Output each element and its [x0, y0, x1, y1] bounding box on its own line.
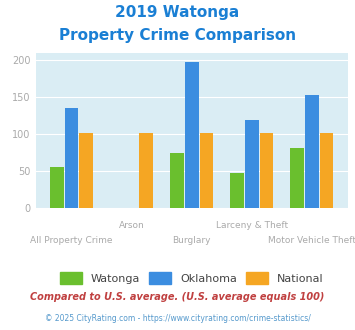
Text: © 2025 CityRating.com - https://www.cityrating.com/crime-statistics/: © 2025 CityRating.com - https://www.city…: [45, 314, 310, 323]
Bar: [305, 95, 319, 208]
Text: Arson: Arson: [119, 221, 144, 230]
Bar: [245, 120, 259, 208]
Text: 2019 Watonga: 2019 Watonga: [115, 5, 240, 20]
Bar: [200, 133, 213, 208]
Legend: Watonga, Oklahoma, National: Watonga, Oklahoma, National: [60, 272, 324, 284]
Bar: [50, 167, 64, 208]
Bar: [170, 153, 184, 208]
Bar: [230, 173, 244, 208]
Bar: [260, 133, 273, 208]
Text: Burglary: Burglary: [173, 236, 211, 245]
Bar: [80, 133, 93, 208]
Bar: [185, 62, 198, 208]
Text: Larceny & Theft: Larceny & Theft: [216, 221, 288, 230]
Text: All Property Crime: All Property Crime: [30, 236, 113, 245]
Text: Motor Vehicle Theft: Motor Vehicle Theft: [268, 236, 355, 245]
Text: Compared to U.S. average. (U.S. average equals 100): Compared to U.S. average. (U.S. average …: [30, 292, 325, 302]
Bar: [140, 133, 153, 208]
Bar: [320, 133, 333, 208]
Bar: [290, 148, 304, 208]
Bar: [65, 108, 78, 208]
Text: Property Crime Comparison: Property Crime Comparison: [59, 28, 296, 43]
